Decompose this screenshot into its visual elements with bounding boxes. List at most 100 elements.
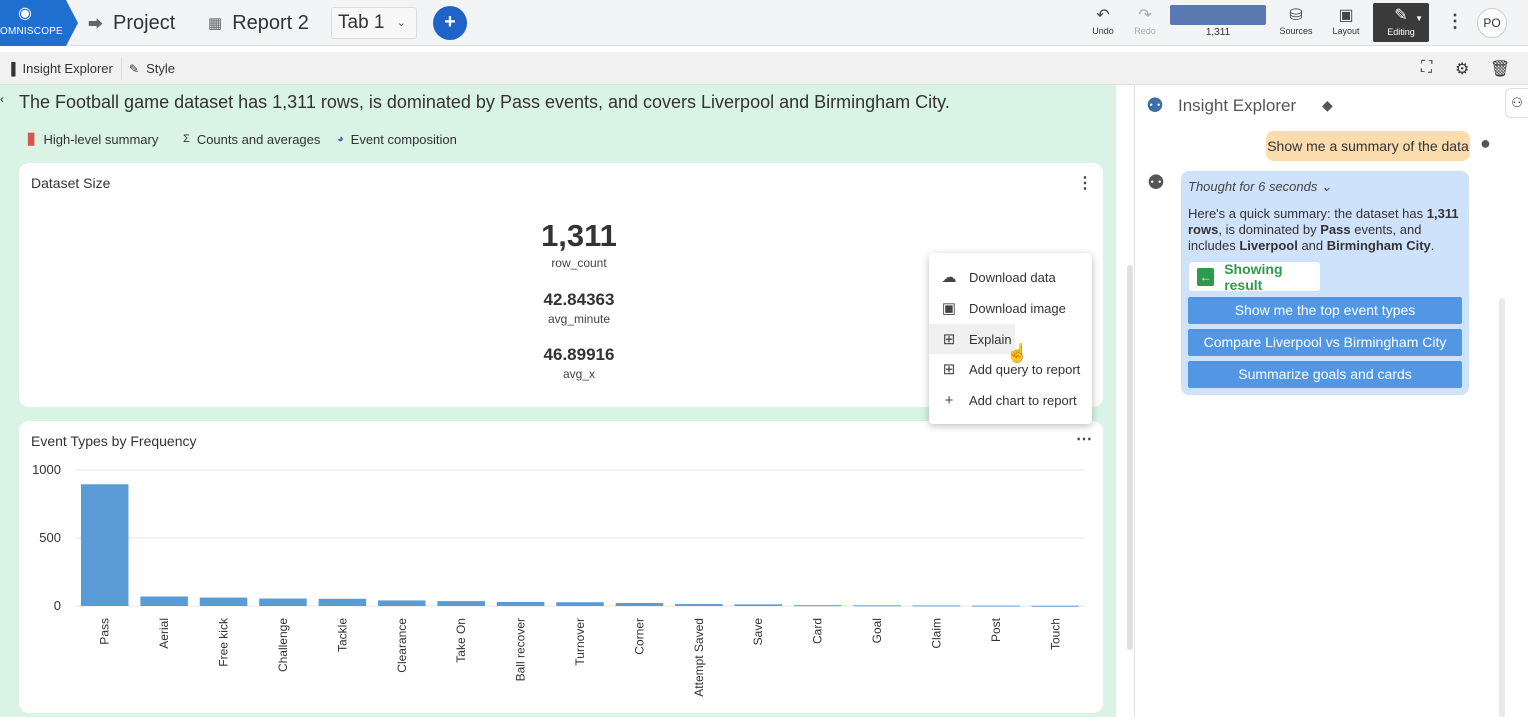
- brush-icon: ✎: [129, 61, 140, 76]
- menu-item-explain[interactable]: ⊞ Explain: [929, 324, 1015, 354]
- kpi-value: 46.89916: [543, 345, 615, 364]
- tab-selector[interactable]: Tab 1 ⌄: [331, 7, 417, 39]
- layout-label: Layout: [1332, 26, 1360, 36]
- x-tick-label: Goal: [870, 618, 884, 643]
- robot-icon: ⚉: [1146, 95, 1164, 117]
- more-menu-icon[interactable]: ⋮: [1446, 11, 1464, 31]
- x-tick-label: Take On: [454, 618, 468, 663]
- summary-text: , is dominated by: [1218, 222, 1321, 237]
- menu-item-add-chart[interactable]: + Add chart to report: [929, 385, 1092, 415]
- bar: [972, 605, 1020, 607]
- showing-result-label: Showing result: [1224, 260, 1283, 293]
- menu-item-label: Download data: [969, 269, 1056, 285]
- summary-bold: Pass: [1320, 222, 1351, 237]
- breadcrumb-report[interactable]: ▦ Report 2: [208, 0, 309, 46]
- image-icon: ▣: [941, 300, 957, 317]
- divider: [121, 57, 122, 80]
- x-tick-label: Aerial: [157, 618, 171, 649]
- chip-event-composition[interactable]: ◕ Event composition: [337, 128, 457, 150]
- table-database-icon: ⊞: [942, 331, 956, 348]
- card-title: Dataset Size: [31, 175, 111, 191]
- kpi-avg-minute: 42.84363 avg_minute: [479, 290, 679, 326]
- panel-scrollbar[interactable]: [1499, 298, 1505, 717]
- insight-explorer-tab[interactable]: ▐ Insight Explorer: [7, 52, 113, 85]
- view-toolbar: ▐ Insight Explorer ✎ Style ⛶ ⚙ 🗑: [0, 52, 1528, 85]
- project-flow-icon: ⮕: [88, 15, 104, 33]
- kpi-row-count: 1,311 row_count: [479, 218, 679, 270]
- redo-button[interactable]: ↷ Redo: [1120, 6, 1170, 42]
- hand-cursor-icon: ☝: [1006, 343, 1029, 363]
- fullscreen-icon[interactable]: ⛶: [1421, 59, 1433, 76]
- chip-counts-and-averages[interactable]: Σ Counts and averages: [183, 128, 320, 150]
- report-grid-icon: ▦: [208, 15, 223, 32]
- bar: [912, 605, 961, 607]
- summary-text: events, and includes: [1188, 222, 1422, 253]
- chip-high-level-summary[interactable]: ▊ High-level summary: [28, 128, 158, 150]
- bar: [496, 601, 545, 606]
- summary-chart-icon: ▊: [28, 133, 37, 146]
- event-types-chart-card: Event Types by Frequency ⋯ 0 500 1000 Pass A…: [19, 421, 1103, 713]
- row-count-bar: [1170, 5, 1266, 25]
- tab-label: Tab 1: [338, 12, 385, 33]
- style-tab[interactable]: ✎ Style: [129, 52, 175, 85]
- brand-name: OMNISCOPE: [0, 26, 63, 37]
- sources-button[interactable]: ⛁ Sources: [1271, 6, 1321, 42]
- kpi-label: avg_minute: [547, 312, 611, 326]
- suggestion-button[interactable]: Show me the top event types: [1188, 297, 1462, 324]
- redo-label: Redo: [1134, 26, 1156, 36]
- bar: [378, 600, 426, 606]
- settings-gear-icon[interactable]: ⚙: [1455, 61, 1470, 78]
- layout-icon: ▣: [1338, 7, 1354, 24]
- bar: [1031, 605, 1080, 607]
- delete-trash-icon[interactable]: 🗑: [1490, 61, 1511, 78]
- menu-item-label: Explain: [969, 331, 1012, 347]
- bar-chart-icon: ▐: [7, 61, 16, 76]
- kpi-value: 42.84363: [543, 290, 615, 309]
- summary-text: and: [1297, 238, 1327, 253]
- canvas-scrollbar[interactable]: [1127, 265, 1133, 650]
- x-tick-label: Corner: [632, 618, 646, 655]
- x-tick-label: Claim: [929, 618, 943, 649]
- undo-icon: ↶: [1096, 7, 1110, 24]
- bar: [80, 484, 129, 606]
- x-tick-label: Tackle: [335, 618, 349, 652]
- x-tick-label: Attempt Saved: [692, 618, 706, 697]
- panel-toggle-icon[interactable]: ⚇: [1505, 88, 1528, 118]
- suggestion-button[interactable]: Compare Liverpool vs Birmingham City: [1188, 329, 1462, 356]
- bar: [853, 605, 901, 607]
- undo-label: Undo: [1092, 26, 1114, 36]
- style-tab-label: Style: [146, 61, 175, 76]
- suggestion-button[interactable]: Summarize goals and cards: [1188, 361, 1462, 388]
- bar: [556, 602, 604, 606]
- x-tick-label: Post: [989, 617, 1003, 642]
- summary-bold: Birmingham City: [1326, 238, 1431, 253]
- layout-button[interactable]: ▣ Layout: [1321, 6, 1371, 42]
- x-tick-label: Touch: [1048, 618, 1062, 650]
- insight-headline: The Football game dataset has 1,311 rows…: [19, 92, 950, 112]
- bar: [318, 598, 367, 606]
- breadcrumb-project[interactable]: ⮕ Project: [88, 0, 175, 46]
- card-menu-icon[interactable]: ⋯: [1076, 431, 1092, 448]
- omniscope-logo[interactable]: ◉ OMNISCOPE: [0, 0, 78, 46]
- menu-item-add-query[interactable]: ⊞ Add query to report: [929, 354, 1092, 384]
- panel-title: Insight Explorer: [1178, 96, 1297, 115]
- x-tick-label: Challenge: [276, 618, 290, 672]
- collapse-handle-icon[interactable]: ‹: [0, 92, 4, 106]
- user-avatar[interactable]: PO: [1477, 8, 1507, 38]
- pencil-icon: ✎: [1394, 7, 1408, 24]
- bar: [675, 604, 723, 606]
- project-label: Project: [113, 11, 176, 34]
- undo-button[interactable]: ↶ Undo: [1078, 6, 1128, 42]
- chevron-down-icon: ⌄: [396, 17, 406, 29]
- card-title: Event Types by Frequency: [31, 433, 197, 449]
- eraser-icon[interactable]: ◆: [1322, 97, 1333, 113]
- thought-toggle[interactable]: Thought for 6 seconds ⌄: [1188, 179, 1332, 195]
- showing-result-button[interactable]: ← Showing result: [1189, 260, 1320, 293]
- kpi-avg-x: 46.89916 avg_x: [479, 345, 679, 381]
- card-menu-icon[interactable]: ⋮: [1077, 175, 1093, 192]
- menu-item-download-data[interactable]: ☁ Download data: [929, 262, 1092, 292]
- add-view-button[interactable]: +: [433, 6, 467, 40]
- editing-button[interactable]: ✎ ▼ Editing: [1373, 3, 1429, 42]
- menu-item-download-image[interactable]: ▣ Download image: [929, 293, 1092, 323]
- x-tick-label: Clearance: [395, 618, 409, 673]
